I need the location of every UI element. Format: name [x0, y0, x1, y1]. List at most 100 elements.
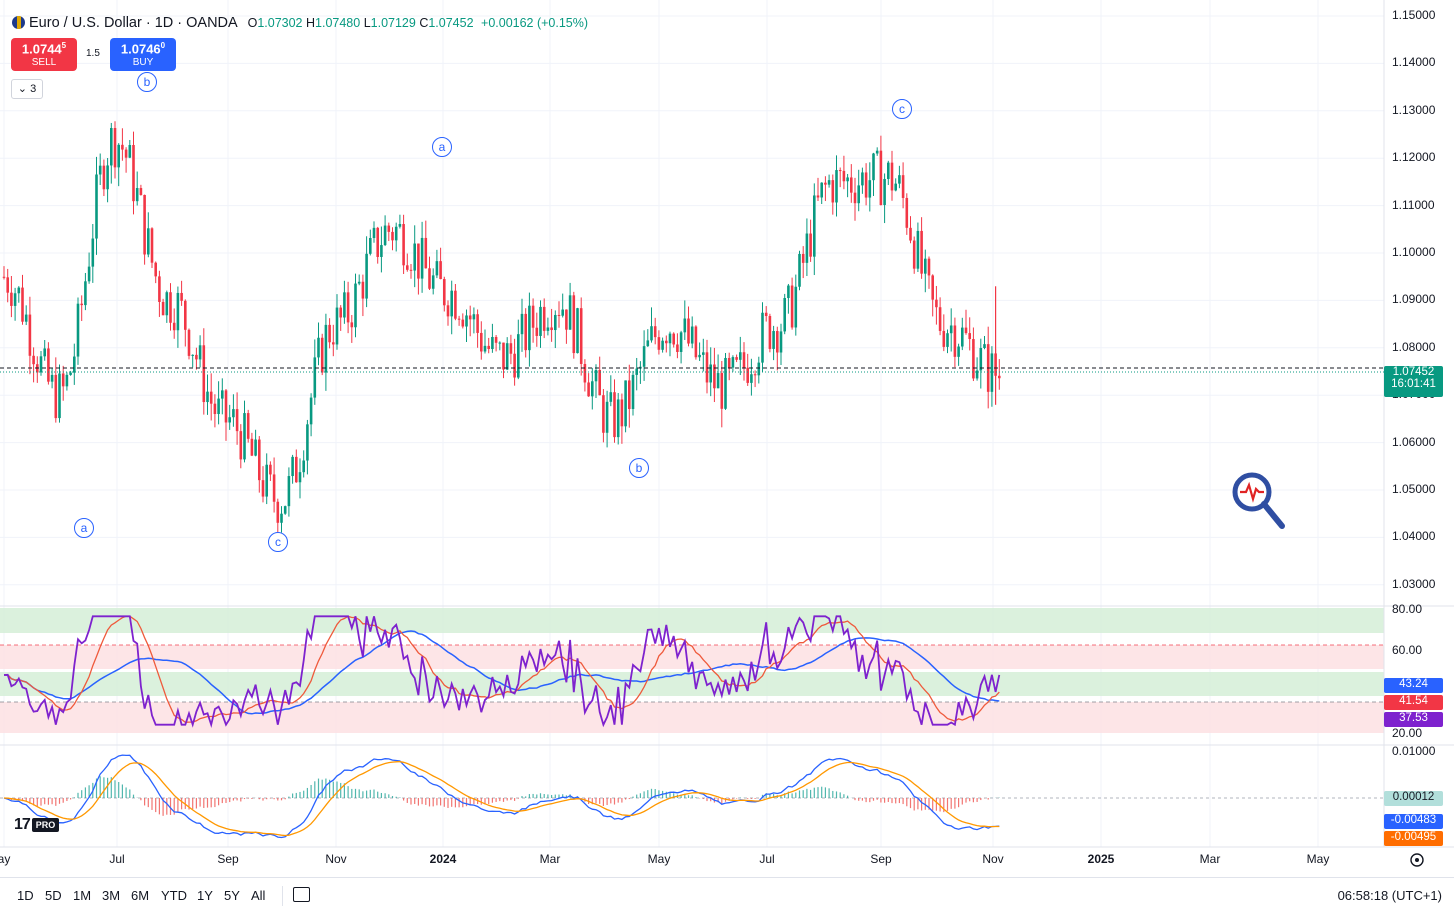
- candle-body: [335, 307, 339, 345]
- candle-body: [687, 318, 690, 344]
- candle-body: [102, 165, 106, 190]
- candle-body: [883, 178, 886, 206]
- candle-body: [13, 293, 17, 306]
- goto-date-icon[interactable]: [293, 887, 310, 902]
- candle-body: [598, 369, 601, 396]
- candle-body: [443, 279, 446, 306]
- time-tick: ay: [0, 852, 11, 866]
- candle-body: [820, 182, 823, 198]
- candle-body: [124, 149, 128, 158]
- candle-body: [150, 228, 154, 263]
- candle-body: [402, 224, 405, 266]
- candle-body: [58, 373, 61, 419]
- candle-body: [195, 354, 198, 360]
- candle-body: [517, 334, 520, 378]
- candle-body: [642, 346, 646, 367]
- candle-body: [746, 367, 749, 383]
- candle-body: [65, 374, 69, 387]
- candle-body: [783, 298, 786, 332]
- candle-body: [161, 301, 165, 316]
- candle-body: [898, 175, 901, 184]
- candle-body: [332, 342, 335, 345]
- candle-body: [198, 345, 202, 360]
- candle-body: [424, 237, 428, 269]
- candle-body: [10, 292, 13, 306]
- candle-body: [905, 197, 909, 228]
- candle-body: [154, 262, 157, 277]
- rsi-ma-fast-line: [3, 615, 1000, 723]
- rsi-tick: 20.00: [1392, 726, 1423, 740]
- candle-body: [17, 287, 21, 294]
- candle-body: [961, 327, 964, 347]
- magnifier-icon[interactable]: [1232, 472, 1285, 529]
- candle-body: [380, 245, 383, 257]
- symbol-title[interactable]: Euro / U.S. Dollar · 1D · OANDA: [29, 15, 238, 31]
- candle-body: [69, 372, 72, 375]
- range-3m[interactable]: 3M: [102, 888, 121, 903]
- rsi-band-lower: [0, 702, 1384, 733]
- candle-body: [850, 177, 853, 193]
- rsi-tick: 60.00: [1392, 643, 1423, 657]
- candle-body: [668, 333, 672, 344]
- candle-body: [557, 314, 561, 316]
- candle-body: [742, 352, 746, 368]
- candle-body: [91, 238, 95, 267]
- candle-body: [2, 276, 6, 278]
- clock-timezone[interactable]: 06:58:18 (UTC+1): [1337, 888, 1442, 903]
- rsi-ma-slow-line: [3, 630, 1000, 715]
- time-tick: Jul: [109, 852, 125, 866]
- candle-body: [454, 290, 457, 319]
- candle-body: [387, 225, 391, 232]
- candle-body: [365, 253, 368, 299]
- chart-canvas[interactable]: [0, 0, 1454, 877]
- candle-body: [524, 313, 527, 351]
- range-1y[interactable]: 1Y: [197, 888, 213, 903]
- candle-body: [531, 305, 535, 328]
- candle-body: [502, 342, 505, 370]
- range-5y[interactable]: 5Y: [224, 888, 240, 903]
- candle-body: [790, 285, 794, 328]
- range-5d[interactable]: 5D: [45, 888, 62, 903]
- candle-body: [602, 395, 605, 433]
- candle-body: [665, 340, 668, 344]
- candle-body: [694, 326, 698, 358]
- candle-body: [605, 401, 609, 433]
- candle-body: [757, 362, 761, 376]
- candle-body: [128, 145, 132, 158]
- range-ytd[interactable]: YTD: [161, 888, 187, 903]
- candle-body: [132, 145, 135, 202]
- candle-body: [998, 375, 1001, 379]
- candle-body: [831, 180, 835, 203]
- indicators-toggle-button[interactable]: ⌄ 3: [11, 79, 43, 99]
- wave-label-a: a: [74, 518, 94, 538]
- candle-body: [827, 180, 831, 185]
- candle-body: [80, 303, 83, 306]
- candle-body: [117, 144, 120, 168]
- candle-body: [698, 354, 701, 358]
- macd-pane: [0, 754, 1384, 839]
- candle-body: [246, 413, 250, 439]
- settings-icon[interactable]: [1410, 853, 1424, 867]
- wave-label-b: b: [629, 458, 649, 478]
- candle-body: [938, 307, 942, 331]
- candle-body: [942, 330, 946, 347]
- candles: [2, 121, 1001, 533]
- range-1d[interactable]: 1D: [17, 888, 34, 903]
- range-1m[interactable]: 1M: [73, 888, 92, 903]
- wave-label-c: c: [268, 532, 288, 552]
- macd-tick: 0.01000: [1392, 744, 1436, 758]
- range-6m[interactable]: 6M: [131, 888, 150, 903]
- price-tick: 1.04000: [1392, 529, 1436, 544]
- range-all[interactable]: All: [251, 888, 266, 903]
- candle-body: [509, 343, 513, 354]
- candle-body: [554, 314, 557, 331]
- sell-button[interactable]: 1.07445 SELL: [11, 38, 77, 71]
- macd-signal-line: [3, 760, 1000, 837]
- symbol-header: Euro / U.S. Dollar · 1D · OANDA O1.07302…: [12, 14, 588, 31]
- candle-body: [84, 281, 87, 306]
- buy-button[interactable]: 1.07460 BUY: [110, 38, 176, 71]
- candle-body: [861, 172, 864, 186]
- candle-body: [912, 240, 916, 269]
- candle-body: [135, 188, 139, 202]
- tradingview-logo[interactable]: 17 PRO: [14, 816, 60, 834]
